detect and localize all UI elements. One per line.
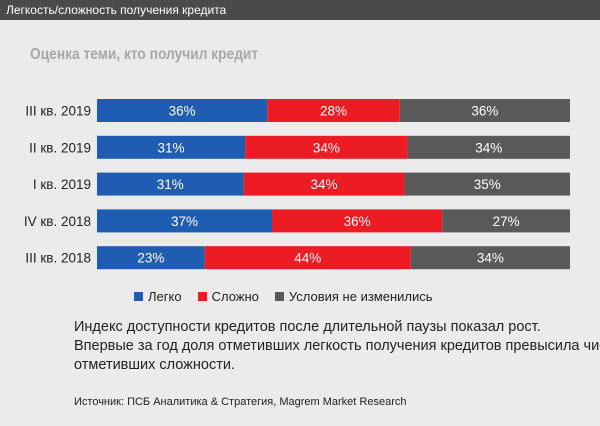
data-label: 34%: [475, 140, 502, 155]
note-line: отметивших сложности.: [74, 357, 235, 373]
category-label: I кв. 2019: [33, 177, 91, 192]
note-line: Индекс доступности кредитов после длител…: [74, 319, 541, 335]
bar-segment: [97, 135, 246, 159]
data-label: 28%: [320, 104, 347, 119]
chart-title: Оценка теми, кто получил кредит: [30, 46, 259, 63]
bar-segment: [97, 99, 268, 122]
data-label: 34%: [313, 140, 340, 155]
legend-label: Сложно: [211, 289, 259, 304]
data-label: 37%: [171, 214, 198, 229]
data-label: 36%: [344, 214, 371, 229]
data-label: 36%: [169, 104, 196, 119]
data-label: 23%: [137, 251, 164, 266]
bar-segment: [267, 99, 400, 122]
data-label: 27%: [493, 214, 520, 229]
legend-item: Условия не изменились: [274, 289, 433, 304]
data-label: 31%: [158, 140, 185, 155]
source-text: Источник: ПСБ Аналитика & Стратегия, Mag…: [74, 396, 407, 408]
legend-swatch: [197, 292, 207, 301]
data-label: 44%: [294, 251, 321, 266]
data-label: 36%: [471, 104, 498, 119]
bar-segment: [407, 135, 570, 159]
category-label: II кв. 2019: [29, 140, 91, 155]
legend-swatch: [274, 292, 284, 301]
legend-label: Условия не изменились: [288, 289, 433, 304]
bar-segment: [243, 172, 405, 196]
header-title: Легкость/сложность получения кредита: [6, 3, 227, 17]
stacked-bar-chart: III кв. 2019 36% 28% 36% II кв. 2019 31% 34% 34…: [24, 99, 570, 270]
bar-segment: [404, 172, 570, 196]
legend-item: Сложно: [197, 289, 259, 304]
data-label: 31%: [157, 177, 184, 192]
legend-label: Легко: [148, 289, 182, 304]
legend-swatch: [134, 292, 143, 301]
bar-segment: [272, 209, 443, 233]
bar-segment: [442, 209, 570, 233]
bar-segment: [97, 209, 273, 233]
chart-legend: Легко Сложно Условия не изменились: [134, 289, 433, 304]
bar-segment: [245, 135, 408, 159]
bar-segment: [97, 246, 205, 270]
header-bar: Легкость/сложность получения кредита: [0, 0, 600, 20]
bar-segment: [410, 246, 570, 270]
legend-item: Легко: [134, 289, 182, 304]
note-text: Индекс доступности кредитов после длител…: [74, 318, 600, 375]
note-line: Впервые за год доля отметивших легкость …: [74, 338, 600, 354]
data-label: 34%: [311, 177, 338, 192]
bar-segment: [204, 246, 411, 270]
data-label: 35%: [474, 177, 501, 192]
category-label: III кв. 2019: [25, 104, 91, 119]
category-label: III кв. 2018: [25, 251, 91, 266]
bar-segment: [399, 99, 570, 122]
bar-segment: [97, 172, 244, 196]
data-label: 34%: [477, 251, 504, 266]
category-label: IV кв. 2018: [24, 214, 91, 229]
